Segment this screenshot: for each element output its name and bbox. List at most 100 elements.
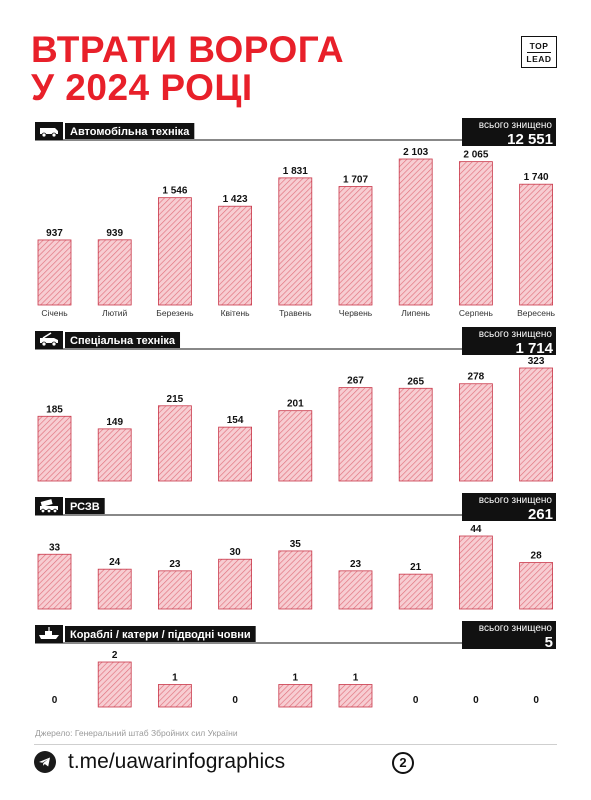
data-label: 24	[109, 557, 121, 568]
telegram-icon[interactable]	[34, 751, 56, 773]
bar	[97, 428, 132, 482]
total-value: 261	[528, 506, 553, 523]
bar	[519, 562, 553, 610]
bar	[398, 387, 433, 482]
data-label: 33	[49, 542, 61, 553]
month-tick-label: Березень	[156, 308, 194, 318]
ship-icon	[35, 625, 63, 643]
data-label: 1 831	[283, 166, 308, 177]
data-label: 35	[290, 539, 302, 550]
bar	[37, 553, 72, 610]
bar	[458, 161, 493, 306]
data-label: 1	[172, 673, 178, 684]
bar	[97, 239, 132, 306]
rocket-launcher-icon	[35, 497, 63, 515]
data-label: 267	[347, 376, 364, 387]
bar	[458, 535, 493, 610]
data-label: 1	[293, 673, 299, 684]
category-label: Автомобільна техніка	[65, 123, 195, 139]
category-label: Спеціальна техніка	[65, 332, 181, 348]
bar	[37, 415, 72, 482]
data-label: 21	[410, 562, 422, 573]
chart-title: Кораблі / катери / підводні човни	[70, 629, 251, 641]
bar	[338, 387, 373, 482]
data-label: 265	[407, 376, 424, 387]
data-label: 2 103	[403, 147, 428, 158]
bar	[157, 197, 192, 306]
page-title-line1: ВТРАТИ ВОРОГА	[31, 29, 345, 70]
month-tick-label: Травень	[279, 308, 312, 318]
bar	[37, 239, 72, 306]
bar	[278, 177, 313, 306]
data-label: 937	[46, 228, 63, 239]
truck-icon	[35, 122, 63, 140]
page-number-badge: 2	[392, 752, 414, 774]
month-tick-label: Серпень	[459, 308, 494, 318]
bar	[278, 550, 313, 610]
category-label: РСЗВ	[65, 498, 105, 514]
data-label: 30	[230, 547, 242, 558]
data-label: 939	[106, 228, 123, 239]
data-label: 149	[106, 417, 123, 428]
bar	[278, 684, 313, 708]
data-label: 23	[169, 559, 181, 570]
data-label: 185	[46, 404, 63, 415]
chart-title: РСЗВ	[70, 501, 100, 513]
data-label: 2	[112, 650, 118, 661]
special-vehicle-icon	[35, 331, 63, 349]
month-tick-label: Квітень	[221, 308, 251, 318]
total-label: всього знищено	[479, 495, 553, 506]
logo-divider	[527, 52, 551, 53]
bar	[398, 158, 433, 306]
bar	[338, 684, 373, 708]
source-note: Джерело: Генеральний штаб Збройних сил У…	[35, 728, 238, 738]
data-label: 23	[350, 559, 362, 570]
data-label: 278	[468, 372, 485, 383]
bar	[97, 568, 132, 610]
chart-title: Автомобільна техніка	[70, 126, 190, 138]
data-label: 201	[287, 399, 304, 410]
logo-text-top: TOP	[529, 41, 549, 51]
month-tick-label: Липень	[401, 308, 430, 318]
data-label: 0	[52, 695, 58, 706]
bar	[278, 410, 313, 482]
bar	[157, 405, 192, 482]
total-label: всього знищено	[479, 329, 553, 340]
bar	[157, 684, 192, 708]
data-label: 2 065	[463, 150, 488, 161]
data-label: 1	[353, 673, 359, 684]
bar	[218, 426, 253, 482]
bar	[338, 186, 373, 306]
bar	[218, 558, 253, 610]
data-label: 0	[473, 695, 479, 706]
total-value: 1 714	[515, 340, 553, 357]
telegram-channel-link[interactable]: t.me/uawarinfographics	[68, 750, 286, 773]
data-label: 154	[227, 415, 244, 426]
chart-panel: Кораблі / катери / підводні човни всього …	[35, 621, 556, 708]
top-lead-logo: TOP LEAD	[521, 36, 557, 68]
month-tick-label: Червень	[339, 308, 373, 318]
bar	[157, 570, 192, 610]
data-label: 44	[470, 524, 482, 535]
data-label: 0	[533, 695, 539, 706]
data-label: 1 546	[162, 186, 187, 197]
bar	[519, 183, 553, 306]
chart-title: Спеціальна техніка	[70, 335, 176, 347]
bar	[398, 573, 433, 610]
bar	[97, 661, 132, 708]
footer-divider	[34, 744, 557, 745]
category-label: Кораблі / катери / підводні човни	[65, 626, 256, 642]
total-label: всього знищено	[479, 623, 553, 634]
bar	[458, 383, 493, 482]
month-tick-label: Лютий	[102, 308, 127, 318]
data-label: 1 423	[223, 194, 248, 205]
data-label: 323	[528, 356, 545, 367]
data-label: 1 740	[524, 172, 549, 183]
